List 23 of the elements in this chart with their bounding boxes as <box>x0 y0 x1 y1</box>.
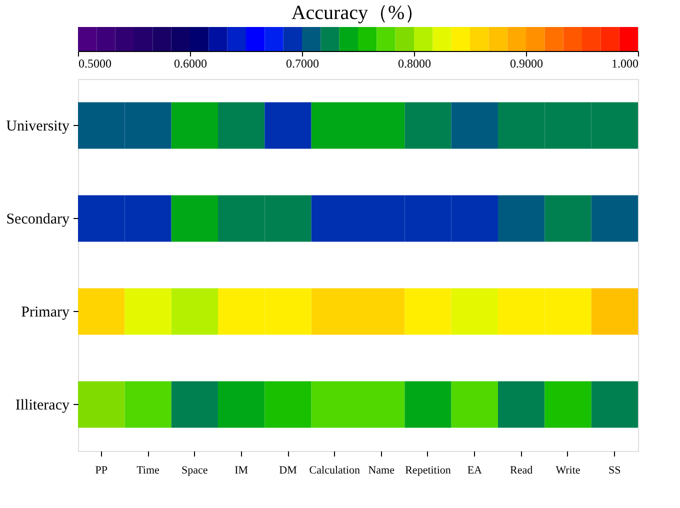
x-tick-label: SS <box>608 464 621 476</box>
x-tick-label: Write <box>556 464 580 476</box>
y-tick-label: Primary <box>21 304 70 320</box>
x-tick-label: Read <box>510 464 534 476</box>
y-tick-label: Illiteracy <box>15 398 70 414</box>
x-tick-label: PP <box>95 464 108 476</box>
x-tick-label: Name <box>368 464 395 476</box>
color-bar-label: 0.9000 <box>510 56 543 70</box>
color-bar-label: 1.000 <box>612 56 638 70</box>
x-tick-label: Time <box>136 464 160 476</box>
color-bar-label: 0.5000 <box>78 56 112 70</box>
x-tick-label: Repetition <box>405 464 452 476</box>
x-tick-label: EA <box>467 464 482 476</box>
x-tick-label: IM <box>234 464 248 476</box>
x-tick-label: Calculation <box>309 464 361 476</box>
x-tick-label: DM <box>279 464 298 476</box>
y-tick-label: University <box>6 118 70 134</box>
color-bar-label: 0.6000 <box>174 56 207 70</box>
y-tick-label: Secondary <box>6 212 70 228</box>
color-bar-label: 0.8000 <box>398 56 431 70</box>
color-bar-title: Accuracy（%） <box>291 2 425 24</box>
color-bar-label: 0.7000 <box>286 56 319 70</box>
x-tick-label: Space <box>182 464 208 476</box>
